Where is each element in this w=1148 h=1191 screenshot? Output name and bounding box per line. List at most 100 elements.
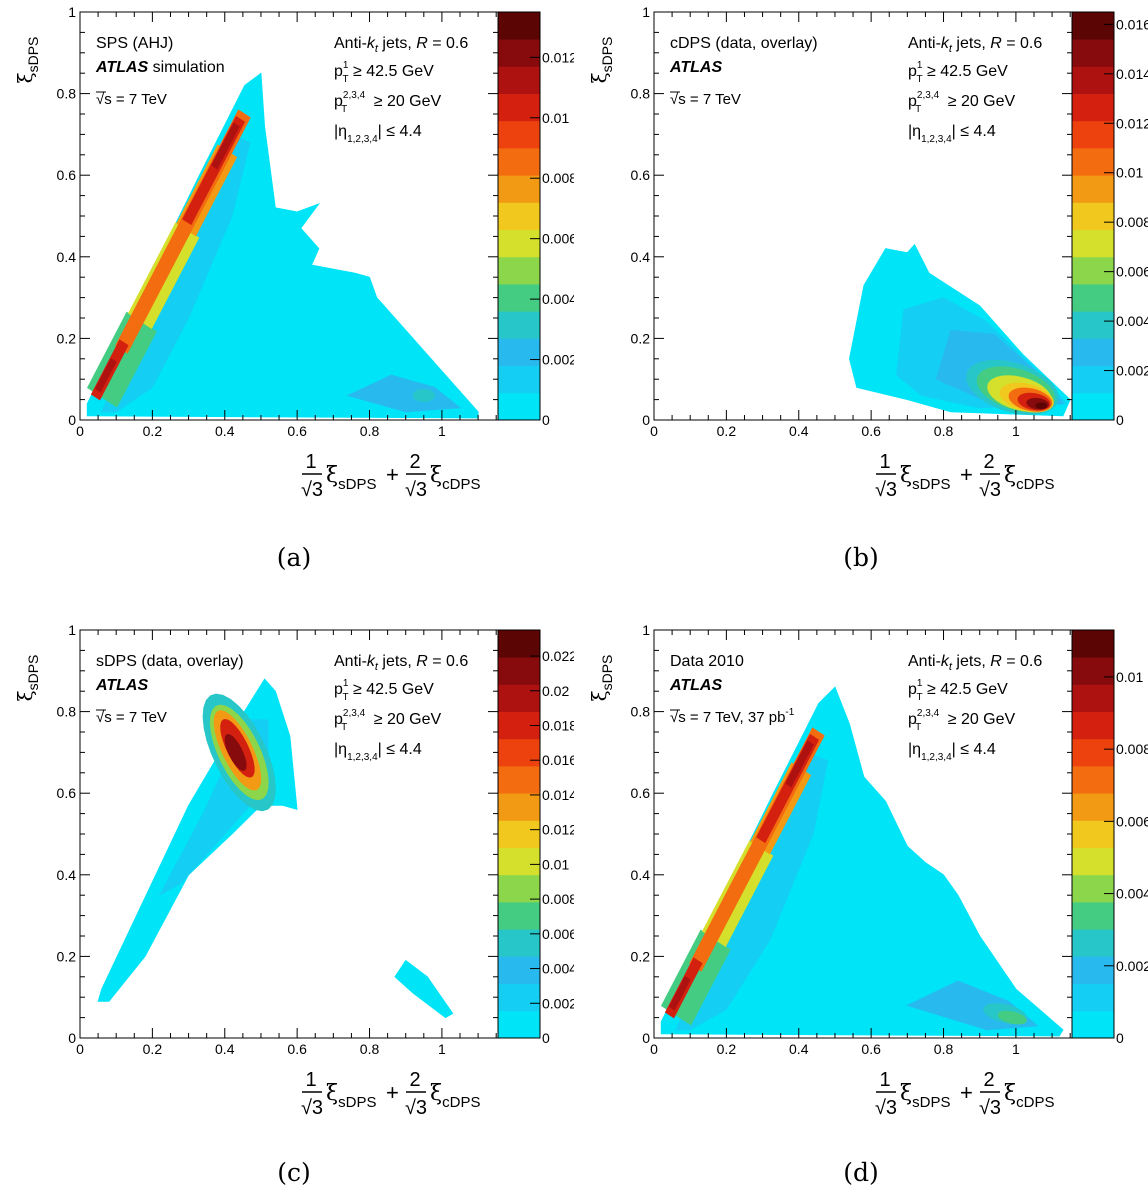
panel-a: 0 0.2 0.4 0.6 0.8 100.20.40.60.8100.0020.0040…: [13, 4, 574, 501]
y-tick-label: 0.2: [631, 948, 651, 964]
y-tick-label: 0.8: [631, 704, 651, 720]
y-tick-label: 1: [68, 622, 76, 638]
colorbar-level-2: [498, 338, 540, 366]
y-tick-label: 0.4: [631, 249, 651, 265]
colorbar-level-11: [1072, 711, 1114, 740]
atlas-label: ATLAS: [669, 59, 722, 76]
x-tick-label: 0.4: [789, 1041, 809, 1057]
z-tick-label: 0.006: [1116, 264, 1148, 280]
y-axis-label: ξsDPS: [13, 37, 41, 84]
frac-numerator: 1: [879, 451, 890, 473]
sample-label: cDPS (data, overlay): [670, 35, 818, 52]
jet-algorithm-label: Anti-kt jets, R = 0.6: [908, 653, 1042, 673]
colorbar-level-1: [1072, 365, 1114, 394]
colorbar-level-1: [498, 365, 540, 394]
z-tick-label: 0.014: [542, 787, 574, 803]
atlas-label: ATLAS: [669, 677, 722, 694]
colorbar-level-11: [1072, 93, 1114, 122]
caption-a: (a): [276, 543, 312, 572]
y-tick-label: 0.2: [631, 330, 651, 346]
z-tick-label: 0.014: [1116, 66, 1148, 82]
colorbar-level-1: [1072, 983, 1114, 1012]
z-tick-label: 0.01: [542, 856, 569, 872]
contour-fills: [97, 678, 454, 1019]
colorbar-level-6: [498, 229, 540, 258]
colorbar-level-13: [498, 39, 540, 67]
x-tick-label: 0: [650, 1041, 658, 1057]
frac-denominator: √3: [405, 479, 427, 501]
colorbar-level-6: [1072, 847, 1114, 876]
colorbar-frame: [497, 11, 541, 421]
colorbar-level-0: [1072, 392, 1114, 421]
x-axis: 0 0.2 0.4 0.6 0.8 1: [650, 630, 1071, 1057]
contour-level-12: [668, 976, 691, 1011]
y-tick-label: 0.2: [57, 948, 77, 964]
colorbar-level-10: [498, 120, 540, 149]
y-axis-label: ξsDPS: [13, 655, 41, 702]
plus-sign: +: [386, 462, 399, 487]
colorbar-level-2: [1072, 338, 1114, 366]
pt234-cut-label: p2,3,4 T ≥ 20 GeV: [334, 90, 442, 115]
eta-cut-label: |η1,2,3,4| ≤ 4.4: [908, 741, 996, 763]
z-tick-label: 0.016: [1116, 16, 1148, 32]
z-tick-label: 0.002: [542, 352, 574, 368]
colorbar-level-13: [498, 657, 540, 685]
z-tick-label: 0.016: [542, 752, 574, 768]
colorbar: 0 0.002 0.004 0.006 0.008 0.01 0.012: [497, 11, 574, 428]
colorbar-level-9: [498, 766, 540, 794]
y-axis: 0 0.2 0.4 0.6 0.8 1: [631, 622, 1072, 1046]
x-tick-label: 0.2: [717, 423, 737, 439]
colorbar-level-6: [1072, 229, 1114, 258]
xi-cdps: ξcDPS: [430, 463, 480, 493]
colorbar-level-8: [498, 793, 540, 821]
colorbar-level-0: [498, 1010, 540, 1039]
colorbar-level-12: [1072, 684, 1114, 712]
y-tick-label: 0.8: [57, 704, 77, 720]
x-tick-label: 1: [1012, 423, 1020, 439]
z-tick-label: 0.006: [542, 231, 574, 247]
x-axis: 0 0.2 0.4 0.6 0.8 1: [650, 12, 1071, 439]
x-tick-label: 0.4: [789, 423, 809, 439]
frac-numerator: 1: [305, 1069, 316, 1091]
xi-sdps: ξsDPS: [900, 1081, 950, 1111]
eta-cut-label: |η1,2,3,4| ≤ 4.4: [908, 123, 996, 145]
contour-level-4: [997, 1010, 1027, 1025]
colorbar-level-6: [498, 847, 540, 876]
pt234-cut-label: p2,3,4 T ≥ 20 GeV: [908, 90, 1016, 115]
colorbar-level-10: [498, 738, 540, 767]
colorbar-level-14: [498, 12, 540, 40]
atlas-label: ATLAS: [95, 677, 148, 694]
sample-label: SPS (AHJ): [96, 35, 173, 52]
z-tick-label: 0.008: [1116, 741, 1148, 757]
frac-numerator: 2: [983, 1069, 994, 1091]
eta-cut-label: |η1,2,3,4| ≤ 4.4: [334, 123, 422, 145]
pt1-cut-label: p1 T ≥ 42.5 GeV: [334, 60, 434, 85]
y-tick-label: 0.4: [57, 249, 77, 265]
colorbar-level-5: [1072, 874, 1114, 903]
z-tick-label: 0.004: [542, 291, 574, 307]
frac-denominator: √3: [979, 1097, 1001, 1119]
z-tick-label: 0.008: [542, 170, 574, 186]
colorbar-level-13: [1072, 39, 1114, 67]
z-tick-label: 0: [1116, 412, 1124, 428]
z-tick-label: 0.012: [1116, 115, 1148, 131]
xi-cdps: ξcDPS: [1004, 1081, 1054, 1111]
y-tick-label: 0: [68, 1030, 76, 1046]
xi-cdps: ξcDPS: [1004, 463, 1054, 493]
z-tick-label: 0.006: [1116, 813, 1148, 829]
contour-fills: [86, 72, 479, 419]
contour-fills: [660, 686, 1064, 1037]
y-tick-label: 0.6: [631, 785, 651, 801]
frac-denominator: √3: [301, 1097, 323, 1119]
colorbar-frame: [1071, 629, 1115, 1039]
frac-denominator: √3: [405, 1097, 427, 1119]
caption-c: (c): [277, 1158, 311, 1187]
frac-denominator: √3: [875, 1097, 897, 1119]
colorbar-level-12: [1072, 66, 1114, 94]
colorbar-level-12: [498, 66, 540, 94]
atlas-label: ATLAS simulation: [95, 59, 225, 76]
x-tick-label: 0.2: [143, 1041, 163, 1057]
eta-cut-label: |η1,2,3,4| ≤ 4.4: [334, 741, 422, 763]
colorbar-level-4: [498, 902, 540, 930]
